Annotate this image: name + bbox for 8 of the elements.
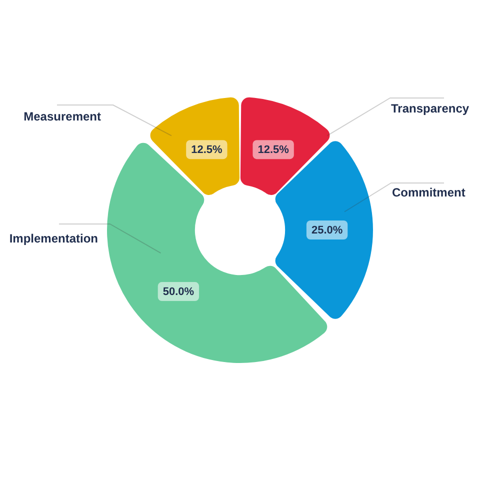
data-label: 12.5% — [258, 144, 290, 156]
slice-label: Implementation — [9, 231, 98, 246]
slice-label: Transparency — [391, 101, 470, 116]
data-label: 12.5% — [191, 144, 222, 156]
slice-label: Commitment — [392, 185, 466, 200]
data-label: 25.0% — [311, 224, 343, 237]
slice-label: Measurement — [24, 109, 101, 124]
data-label: 50.0% — [162, 286, 194, 298]
